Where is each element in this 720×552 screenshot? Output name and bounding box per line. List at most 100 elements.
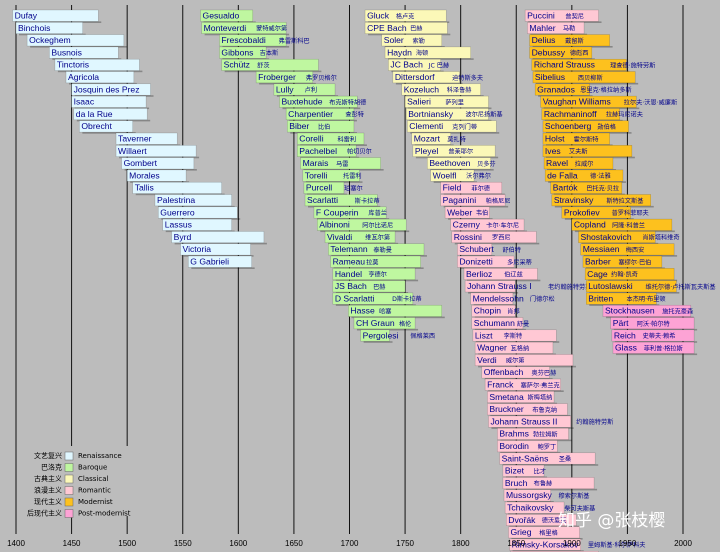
bar-shadow [351, 316, 445, 319]
bar-shadow [581, 242, 659, 245]
composer-bar [328, 243, 425, 256]
bar-shadow [384, 46, 445, 48]
composer-chinese-label: 梅西安 [626, 246, 645, 254]
x-tick-label: 1450 [63, 539, 81, 548]
composer-bar [612, 341, 695, 354]
bar-shadow [538, 95, 593, 97]
composer-bar [602, 304, 692, 317]
composer-bar [529, 34, 610, 47]
bar-shadow [289, 119, 357, 122]
composer-bar [481, 366, 550, 379]
composer-name-label: Bartók [553, 183, 579, 193]
x-tick-label: 1800 [452, 539, 470, 548]
composer-name-label: Beethoven [429, 158, 470, 168]
bar-shadow [57, 70, 143, 73]
composer-chinese-label: 塞萨尔·弗兰克 [521, 381, 560, 389]
composer-chinese-label: 萨列里 [445, 98, 464, 106]
composer-bar [412, 145, 496, 157]
composer-bar [384, 46, 471, 59]
bar-shadow [19, 33, 86, 36]
composer-name-label: da la Rue [76, 109, 113, 119]
composer-name-label: Biber [289, 121, 309, 131]
composer-name-label: Schubert [459, 244, 494, 254]
x-tick-label: 1500 [118, 539, 136, 548]
composer-name-label: Marais [303, 158, 329, 168]
x-tick-label: 1850 [507, 539, 525, 548]
bar-shadow [303, 169, 384, 171]
composer-name-label: JC Bach [390, 60, 423, 70]
bar-shadow [564, 218, 634, 220]
composer-bar [474, 354, 574, 367]
composer-name-label: Schütz [224, 60, 250, 70]
composer-chinese-label: 维托尔德·卢托斯瓦夫斯基 [646, 283, 716, 291]
composer-bar [71, 83, 151, 96]
x-tick-label: 1550 [174, 539, 192, 548]
bar-shadow [460, 255, 495, 257]
bar-shadow [453, 230, 528, 233]
composer-bar [487, 391, 555, 403]
composer-name-label: Messiaen [583, 244, 620, 254]
bar-shadow [191, 267, 255, 269]
composer-chinese-label: 斯梅塔纳 [528, 394, 553, 402]
composer-chinese-label: 斯特拉文斯基 [606, 197, 643, 205]
composer-chinese-label: 维瓦尔第 [365, 234, 390, 242]
composer-name-label: Lassus [165, 220, 192, 230]
composer-name-label: Obrecht [81, 121, 112, 131]
bar-shadow [505, 488, 598, 491]
composer-name-label: Ives [545, 146, 561, 156]
composer-chinese-label: 霍尔斯特 [574, 135, 599, 143]
bar-shadow [615, 353, 698, 356]
composer-bar [541, 108, 620, 121]
composer-bar [430, 169, 475, 182]
bar-shadow [554, 205, 654, 208]
composer-name-label: Monteverdi [204, 23, 247, 33]
composer-chinese-label: 普莱耶尔 [448, 148, 473, 156]
composer-chinese-label: 恩里克·格拉纳多斯 [580, 86, 631, 94]
legend-chinese-label: 现代主义 [34, 497, 62, 506]
composer-bar [219, 34, 287, 47]
composer-name-label: Sibelius [535, 72, 565, 82]
composer-chinese-label: 帕切贝尔 [347, 148, 372, 156]
composer-bar [504, 501, 565, 514]
composer-bar [364, 22, 448, 34]
composer-name-label: Franck [487, 380, 514, 390]
composer-chinese-label: 老约翰施特劳斯 [548, 283, 591, 291]
composer-name-label: Shostakovich [581, 232, 632, 242]
x-tick-label: 1900 [563, 539, 581, 548]
composer-bar [488, 415, 571, 428]
composer-bar [121, 157, 195, 170]
legend-swatch [64, 451, 74, 461]
composer-name-label: CH Graun [356, 318, 395, 328]
composer-name-label: Frescobaldi [221, 35, 266, 45]
watermark: 知乎 @张枝樱 [558, 511, 665, 531]
bar-shadow [534, 70, 630, 73]
composer-chinese-label: 卢利 [305, 86, 317, 94]
composer-bar [527, 22, 585, 34]
composer-bar [132, 181, 222, 194]
composer-name-label: Smetana [489, 392, 524, 402]
composer-name-label: Woelfl [433, 170, 457, 180]
composer-chinese-label: 穆索尔斯基 [559, 492, 590, 500]
composer-name-label: Schumann [474, 318, 515, 328]
bar-shadow [316, 218, 390, 220]
composer-name-label: Czerny [453, 220, 481, 230]
composer-name-label: CPE Bach [367, 23, 407, 33]
composer-chinese-label: 珀塞尔 [344, 185, 363, 193]
composer-chinese-label: 柴可夫斯基 [564, 504, 595, 512]
legend-label: Romantic [78, 487, 111, 495]
composer-name-label: Rachmaninoff [544, 109, 597, 119]
composer-chinese-label: 斯卡拉蒂 [355, 197, 380, 205]
composer-bar [610, 317, 695, 330]
composer-chinese-label: 拉威尔 [575, 160, 594, 168]
composer-bar [12, 9, 99, 22]
composer-bar [508, 526, 580, 539]
composer-bar [571, 218, 673, 231]
composer-chinese-label: 巴赫 [410, 26, 422, 33]
composer-bar [360, 329, 390, 342]
legend-box [22, 446, 134, 516]
composer-bar [457, 255, 515, 268]
composer-chinese-label: 里姆斯基·科尔萨科夫 [588, 541, 646, 549]
bar-shadow [613, 328, 698, 331]
composer-chinese-label: 布鲁赫 [534, 480, 553, 488]
legend-chinese-label: 后现代主义 [27, 509, 62, 518]
